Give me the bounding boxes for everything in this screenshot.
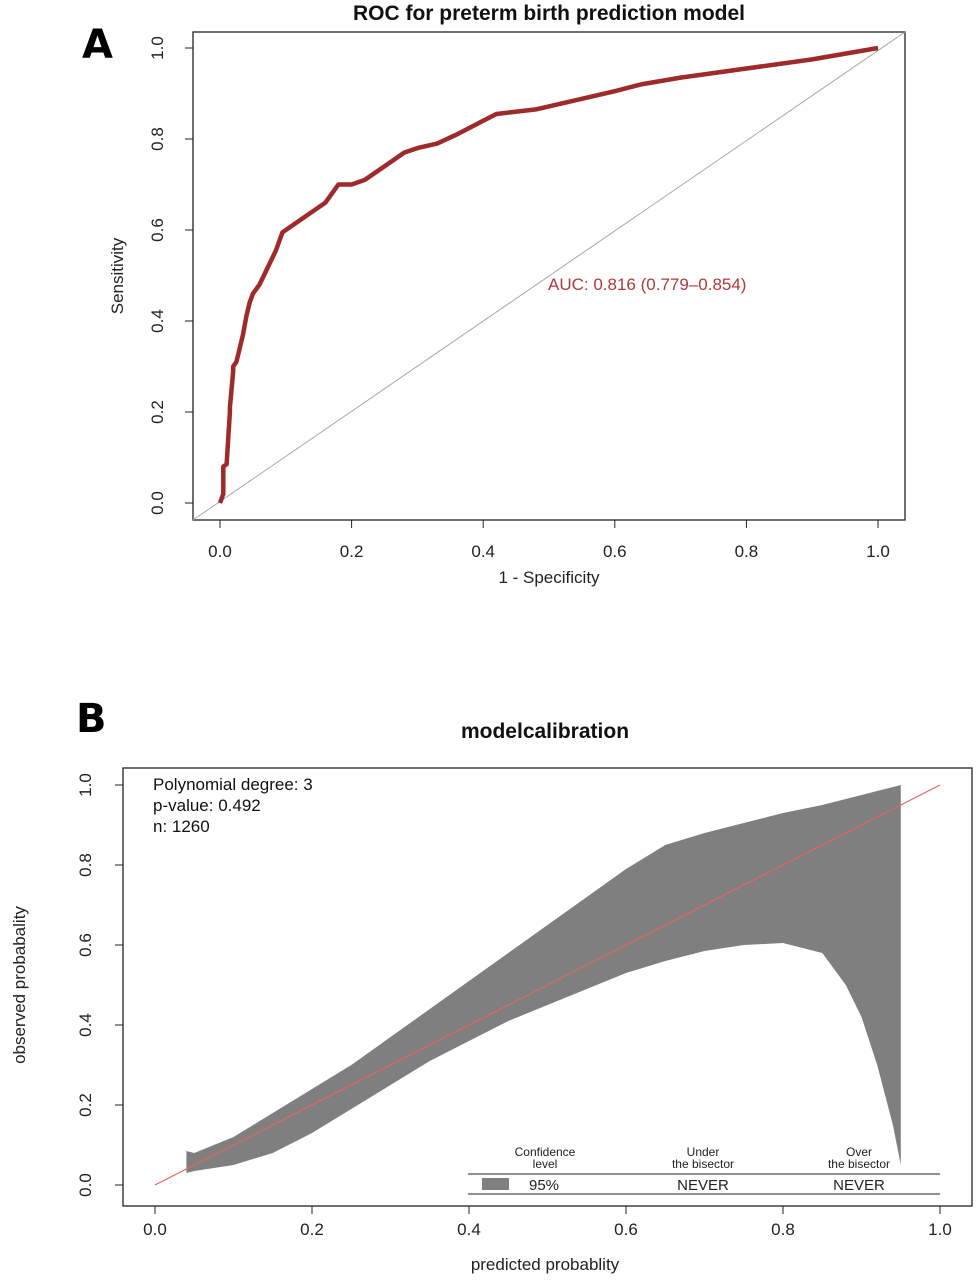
- legend-header-under-line2: the bisector: [672, 1157, 734, 1171]
- roc-reference-diagonal: [192, 31, 906, 521]
- legend-95-swatch: [482, 1178, 509, 1190]
- roc-x-tick-label: 0.4: [471, 542, 495, 561]
- roc-x-tick-label: 0.8: [735, 542, 759, 561]
- calibration-title: modelcalibration: [461, 720, 629, 743]
- roc-y-tick-label: 0.8: [148, 127, 167, 151]
- roc-y-tick-label: 0.6: [148, 218, 167, 242]
- legend-over-value: NEVER: [833, 1177, 885, 1194]
- roc-y-tick-label: 0.4: [148, 309, 167, 333]
- calibration-x-tick-label: 0.4: [457, 1220, 481, 1239]
- calibration-x-axis-label: predicted probablity: [471, 1255, 620, 1274]
- calibration-y-tick-label: 0.4: [76, 1013, 95, 1037]
- roc-x-tick-label: 1.0: [866, 542, 890, 561]
- legend-confidence-value: 95%: [529, 1177, 559, 1194]
- calibration-y-axis: 0.0 0.2 0.4 0.6 0.8 1.0: [76, 773, 123, 1197]
- roc-y-axis: 0.0 0.2 0.4 0.6 0.8 1.0: [148, 36, 194, 515]
- roc-y-tick-label: 1.0: [148, 36, 167, 60]
- roc-y-axis-label: Sensitivity: [108, 237, 127, 314]
- legend-header-over-line2: the bisector: [828, 1157, 890, 1171]
- info-polynomial-degree: Polynomial degree: 3: [153, 775, 313, 794]
- roc-x-tick-label: 0.0: [208, 542, 232, 561]
- roc-y-tick-label: 0.0: [148, 491, 167, 515]
- calibration-x-axis: 0.0 0.2 0.4 0.6 0.8 1.0: [143, 1206, 952, 1239]
- calibration-chart: modelcalibration 0.0 0.2 0.4 0.6 0.8 1.0 0.00…: [10, 720, 973, 1274]
- calibration-y-tick-label: 0.6: [76, 933, 95, 957]
- roc-title: ROC for preterm birth prediction model: [353, 2, 745, 25]
- roc-x-axis: 0.0 0.2 0.4 0.6 0.8 1.0: [208, 519, 890, 561]
- legend-header-confidence-line1: Confidence: [515, 1145, 576, 1159]
- calibration-plot-frame: [122, 767, 973, 1207]
- calibration-x-tick-label: 1.0: [928, 1220, 952, 1239]
- confidence-band: [186, 785, 901, 1173]
- calibration-legend: Confidence level Under the bisector Over…: [468, 1145, 940, 1195]
- legend-under-value: NEVER: [677, 1177, 729, 1194]
- roc-auc-annotation: AUC: 0.816 (0.779–0.854): [548, 275, 746, 294]
- roc-chart: ROC for preterm birth prediction model 0…: [108, 2, 906, 587]
- calibration-y-tick-label: 0.2: [76, 1093, 95, 1117]
- calibration-x-tick-label: 0.8: [771, 1220, 795, 1239]
- roc-x-tick-label: 0.6: [603, 542, 627, 561]
- legend-header-confidence-line2: level: [533, 1157, 558, 1171]
- info-p-value: p-value: 0.492: [153, 796, 261, 815]
- calibration-y-tick-label: 0.0: [76, 1173, 95, 1197]
- roc-y-tick-label: 0.2: [148, 400, 167, 424]
- panel-a-letter: A: [82, 22, 113, 68]
- legend-header-under-line1: Under: [687, 1145, 720, 1159]
- calibration-x-tick-label: 0.2: [300, 1220, 324, 1239]
- roc-curve: [217, 45, 879, 504]
- legend-header-over-line1: Over: [846, 1145, 872, 1159]
- calibration-y-tick-label: 1.0: [76, 773, 95, 797]
- calibration-y-tick-label: 0.8: [76, 853, 95, 877]
- calibration-y-axis-label: observed probabality: [10, 906, 29, 1064]
- info-n: n: 1260: [153, 817, 210, 836]
- roc-x-tick-label: 0.2: [340, 542, 364, 561]
- calibration-x-tick-label: 0.0: [143, 1220, 167, 1239]
- bisector-line: [154, 784, 941, 1186]
- panel-b-letter: B: [76, 696, 107, 742]
- roc-x-axis-label: 1 - Specificity: [498, 568, 600, 587]
- calibration-x-tick-label: 0.6: [614, 1220, 638, 1239]
